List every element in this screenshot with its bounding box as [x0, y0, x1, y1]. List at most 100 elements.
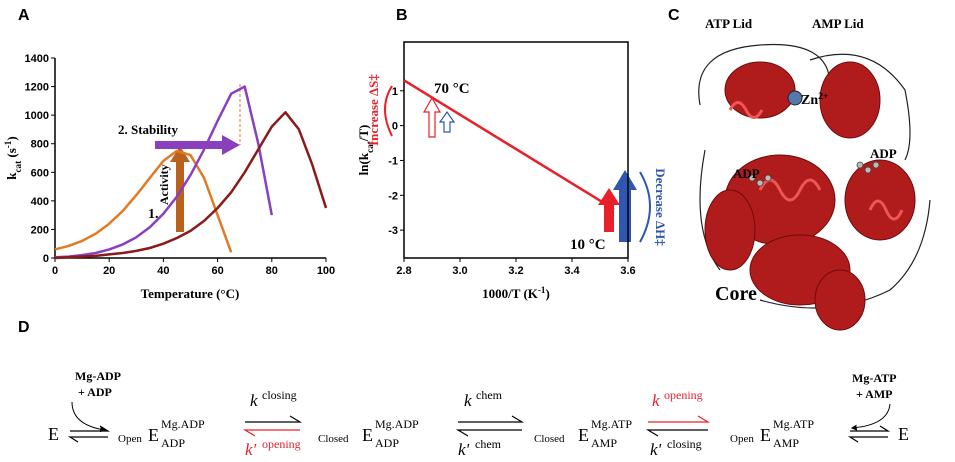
- annotation: 1.: [148, 207, 159, 222]
- species-prefix: Open: [118, 433, 142, 445]
- text-part: k: [4, 172, 19, 180]
- species-sup: Mg.ATP: [591, 417, 632, 431]
- species-sup: Mg.ADP: [375, 417, 419, 431]
- species-sub: AMP: [591, 436, 617, 450]
- y-tick-label: 600: [31, 167, 49, 179]
- panel-label: B: [396, 7, 408, 24]
- rate-symbol: k': [245, 440, 257, 459]
- rate-label: opening: [262, 437, 301, 451]
- species-prefix: Closed: [318, 433, 349, 445]
- x-tick-label: 80: [266, 265, 278, 277]
- y-tick-label: 1000: [25, 110, 49, 122]
- lid-label: ATP Lid: [705, 16, 753, 31]
- species-base: E: [578, 425, 589, 445]
- y-tick-label: 200: [31, 224, 49, 236]
- annotation: Activity: [157, 164, 171, 205]
- y-tick-label: 800: [31, 139, 49, 151]
- panel-label: D: [18, 319, 30, 336]
- y-tick-label: 1400: [25, 53, 49, 65]
- x-tick-label: 3.4: [564, 265, 580, 277]
- species-base: E: [148, 425, 159, 445]
- species-base: E: [362, 425, 373, 445]
- reaction-scheme: Mg-ADP + ADP Mg-ATP + AMP E E Open EMg.AD…: [48, 369, 909, 459]
- lid-label: AMP Lid: [812, 16, 864, 31]
- series-line: [54, 111, 328, 260]
- rate-label: opening: [664, 388, 703, 402]
- y-tick-label: -2: [388, 190, 398, 202]
- rate-symbol: k': [650, 440, 662, 459]
- y-tick-label: 1: [392, 86, 398, 98]
- rate-label: chem: [475, 437, 502, 451]
- species-sup: Mg.ATP: [773, 417, 814, 431]
- panel-label: C: [668, 7, 680, 24]
- metal-label: Zn2+: [801, 91, 829, 109]
- text-part: -1: [538, 285, 546, 295]
- y-axis-title: ln(kcat/T): [356, 125, 375, 176]
- x-tick-label: 100: [317, 265, 335, 277]
- protein-structure: [698, 43, 931, 331]
- species-sub: AMP: [773, 436, 799, 450]
- text-part: cat: [13, 161, 23, 173]
- series-line: [54, 149, 233, 253]
- y-tick-label: 1200: [25, 82, 49, 94]
- y-tick-label: 0: [43, 253, 49, 265]
- x-tick-label: 40: [157, 265, 169, 277]
- species-prefix: Open: [730, 433, 754, 445]
- x-axis-title: Temperature (°C): [141, 286, 240, 301]
- rate-symbol: k: [652, 391, 660, 410]
- rate-label: closing: [667, 437, 702, 451]
- core-label: Core: [715, 283, 757, 305]
- equilibrium-arrows: [67, 415, 891, 443]
- y-axis-title: kcat (s-1): [3, 136, 23, 179]
- rate-symbol: k: [250, 391, 258, 410]
- enzyme: E: [48, 424, 59, 444]
- text-part: ln(k: [356, 152, 371, 175]
- text-part: Zn: [801, 93, 818, 108]
- panel-label: A: [18, 7, 30, 24]
- annotation: 10 °C: [570, 237, 606, 253]
- annotation: 2. Stability: [118, 122, 178, 137]
- species-sup: Mg.ADP: [161, 417, 205, 431]
- y-tick-label: 0: [392, 121, 398, 133]
- x-tick-label: 3.0: [452, 265, 467, 277]
- panel-a-arrows: [155, 84, 241, 232]
- x-axis-title: 1000/T (K-1): [482, 285, 550, 301]
- rate-label: closing: [262, 388, 297, 402]
- x-tick-label: 60: [211, 265, 223, 277]
- substrate: Mg-ATP: [852, 371, 896, 385]
- text-part: cat: [365, 141, 375, 153]
- rate-label: chem: [476, 388, 503, 402]
- x-tick-label: 20: [103, 265, 115, 277]
- x-tick-label: 0: [52, 265, 58, 277]
- annotation: Increase ΔS‡: [366, 74, 381, 146]
- y-tick-label: -3: [388, 225, 398, 237]
- ligand-label: ADP: [733, 166, 760, 181]
- substrate: + AMP: [856, 387, 893, 401]
- text-part: ): [545, 286, 549, 301]
- rate-symbol: k: [464, 391, 472, 410]
- series-line: [403, 79, 615, 211]
- series-line: [54, 85, 274, 259]
- panel-b-arrows: [384, 85, 651, 243]
- rate-symbol: k': [458, 440, 470, 459]
- text-part: (s: [4, 148, 19, 161]
- species-sub: ADP: [375, 436, 399, 450]
- substrate: + ADP: [78, 385, 112, 399]
- y-tick-label: 400: [31, 196, 49, 208]
- species-sub: ADP: [161, 436, 185, 450]
- annotation: 70 °C: [434, 81, 470, 97]
- x-tick-label: 3.6: [620, 265, 635, 277]
- substrate: Mg-ADP: [75, 369, 121, 383]
- ligand-label: ADP: [870, 146, 897, 161]
- text-part: 1000/T (K: [482, 286, 539, 301]
- species-prefix: Closed: [534, 433, 565, 445]
- text-part: -1: [3, 140, 13, 148]
- text-part: ): [4, 136, 19, 140]
- y-tick-label: -1: [388, 155, 398, 167]
- annotation: Decrease ΔH‡: [653, 168, 668, 246]
- x-tick-label: 2.8: [396, 265, 411, 277]
- x-tick-label: 3.2: [508, 265, 523, 277]
- text-part: /T): [356, 125, 371, 143]
- text-part: 2+: [818, 91, 829, 102]
